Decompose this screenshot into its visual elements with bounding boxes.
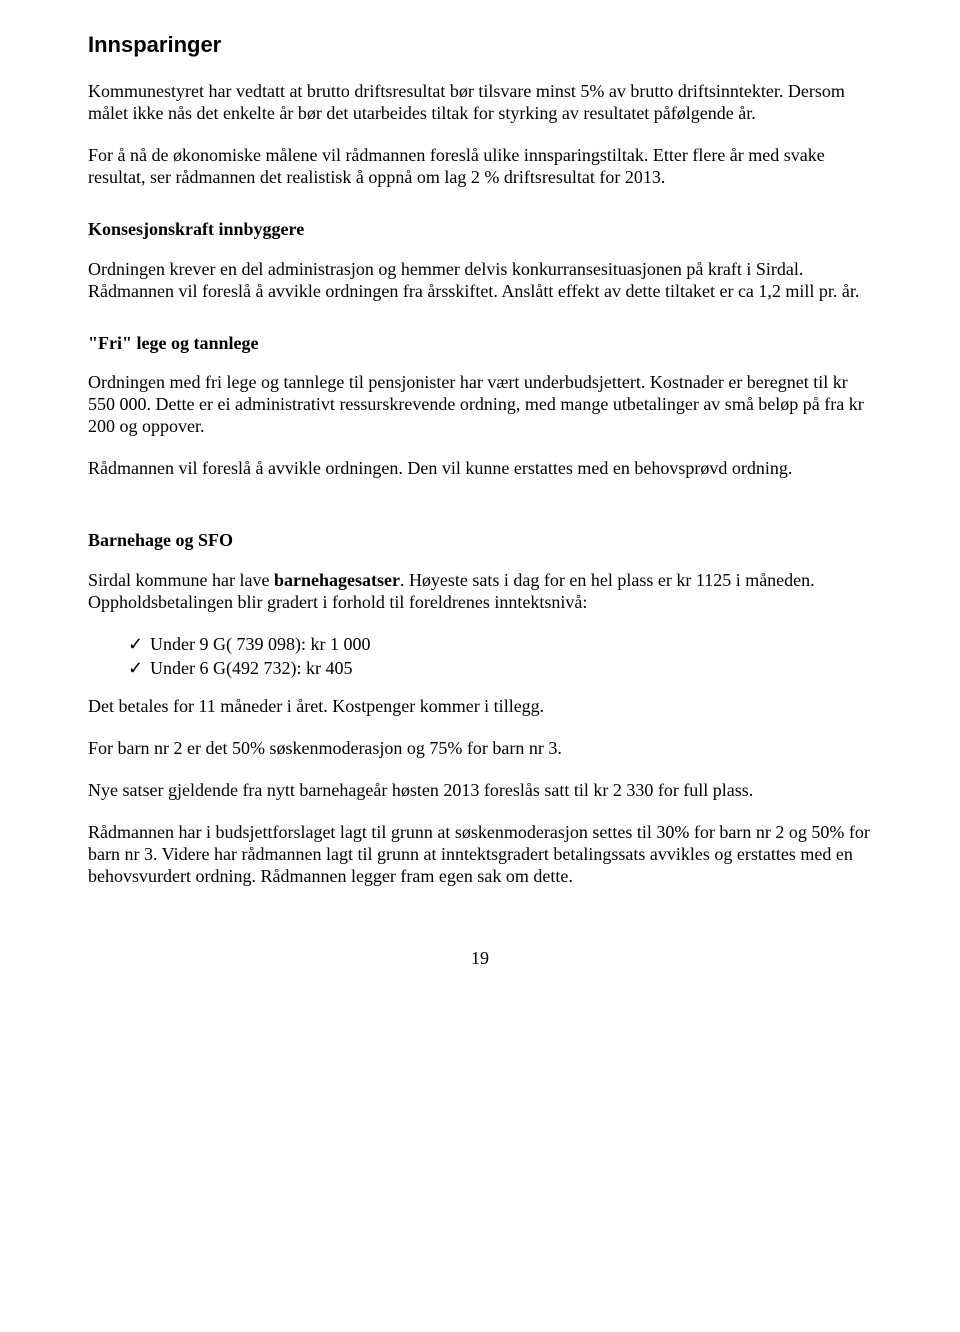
document-page: Innsparinger Kommunestyret har vedtatt a… <box>0 0 960 1332</box>
intro-paragraph-2: For å nå de økonomiske målene vil rådman… <box>88 145 872 189</box>
barnehage-p1-part-a: Sirdal kommune har lave <box>88 570 274 590</box>
intro-paragraph-1: Kommunestyret har vedtatt at brutto drif… <box>88 81 872 125</box>
barnehage-paragraph-2: Det betales for 11 måneder i året. Kostp… <box>88 696 872 718</box>
section-title-fri-lege: "Fri" lege og tannlege <box>88 333 872 355</box>
fri-lege-paragraph-2: Rådmannen vil foreslå å avvikle ordninge… <box>88 458 872 480</box>
rate-list: ✓ Under 9 G( 739 098): kr 1 000 ✓ Under … <box>88 634 872 680</box>
page-number: 19 <box>88 948 872 970</box>
section-title-konsesjonskraft: Konsesjonskraft innbyggere <box>88 219 872 241</box>
list-item: ✓ Under 9 G( 739 098): kr 1 000 <box>128 634 872 656</box>
check-icon: ✓ <box>128 658 150 680</box>
barnehage-p1-bold: barnehagesatser <box>274 570 400 590</box>
konsesjonskraft-paragraph: Ordningen krever en del administrasjon o… <box>88 259 872 303</box>
fri-lege-paragraph-1: Ordningen med fri lege og tannlege til p… <box>88 372 872 438</box>
list-item-text: Under 9 G( 739 098): kr 1 000 <box>150 634 370 656</box>
barnehage-paragraph-3: For barn nr 2 er det 50% søskenmoderasjo… <box>88 738 872 760</box>
check-icon: ✓ <box>128 634 150 656</box>
barnehage-paragraph-4: Nye satser gjeldende fra nytt barnehageå… <box>88 780 872 802</box>
list-item: ✓ Under 6 G(492 732): kr 405 <box>128 658 872 680</box>
barnehage-paragraph-5: Rådmannen har i budsjettforslaget lagt t… <box>88 822 872 888</box>
page-title: Innsparinger <box>88 32 872 59</box>
section-title-barnehage: Barnehage og SFO <box>88 530 872 552</box>
barnehage-paragraph-1: Sirdal kommune har lave barnehagesatser.… <box>88 570 872 614</box>
list-item-text: Under 6 G(492 732): kr 405 <box>150 658 352 680</box>
